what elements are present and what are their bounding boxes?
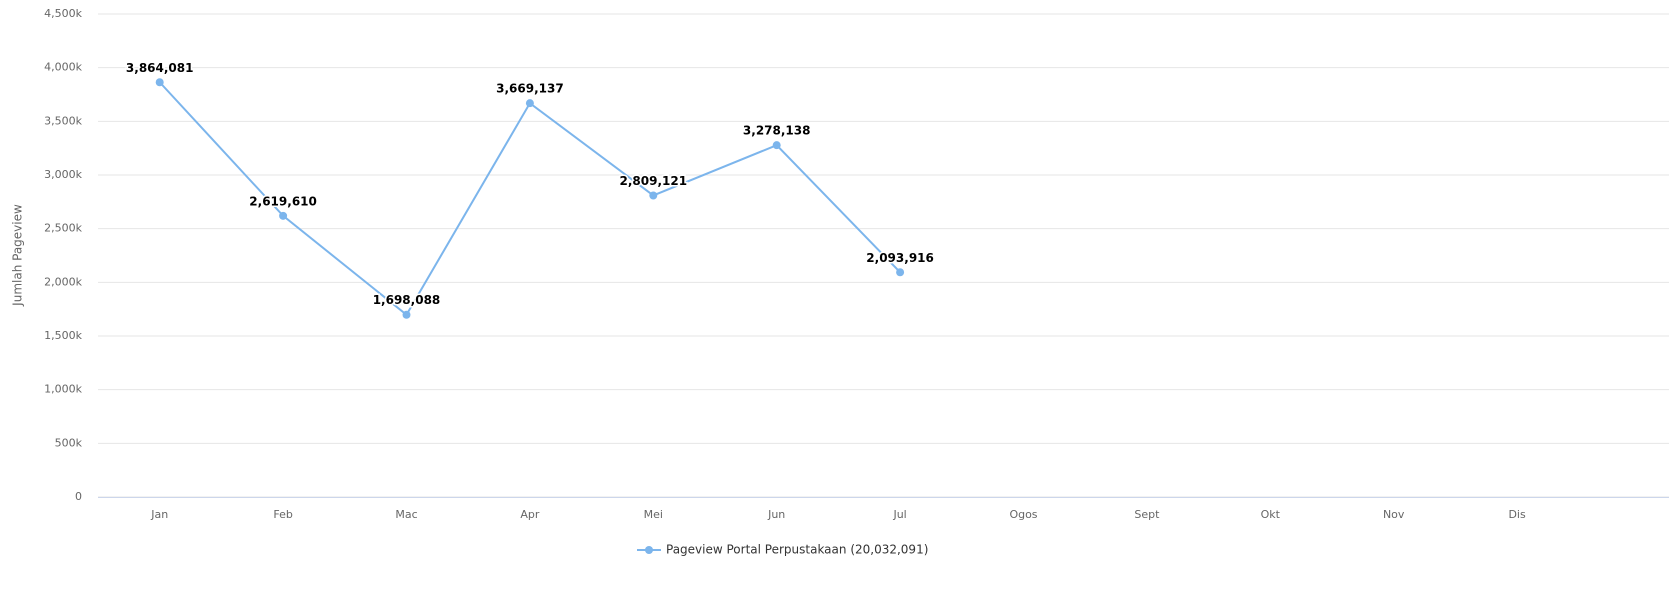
data-point — [402, 310, 411, 319]
x-tick-label: Okt — [1261, 508, 1281, 521]
y-tick-label: 1,500k — [44, 329, 82, 342]
y-tick-label: 2,000k — [44, 275, 82, 288]
y-tick-label: 2,500k — [44, 222, 82, 235]
y-tick-label: 4,000k — [44, 61, 82, 74]
x-tick-label: Sept — [1134, 508, 1160, 521]
data-label: 3,864,081 — [126, 61, 194, 75]
x-tick-label: Ogos — [1009, 508, 1037, 521]
x-tick-label: Apr — [520, 508, 540, 521]
data-label: 3,669,137 — [496, 82, 564, 96]
data-point — [772, 141, 781, 150]
data-point — [649, 191, 658, 200]
y-tick-label: 0 — [75, 490, 82, 503]
data-label: 3,278,138 — [743, 124, 811, 138]
data-point — [896, 268, 905, 277]
data-label: 2,619,610 — [249, 194, 317, 208]
x-tick-label: Jan — [150, 508, 168, 521]
x-tick-label: Mac — [395, 508, 417, 521]
legend-symbol — [645, 546, 653, 554]
x-tick-label: Nov — [1383, 508, 1405, 521]
data-point — [155, 78, 164, 87]
y-tick-label: 3,000k — [44, 168, 82, 181]
y-tick-label: 1,000k — [44, 383, 82, 396]
data-label: 2,809,121 — [620, 174, 688, 188]
data-point — [279, 211, 288, 220]
x-tick-label: Feb — [273, 508, 292, 521]
y-tick-label: 500k — [55, 436, 83, 449]
y-tick-label: 3,500k — [44, 114, 82, 127]
legend-label: Pageview Portal Perpustakaan (20,032,091… — [666, 543, 928, 557]
data-label: 1,698,088 — [373, 293, 441, 307]
x-tick-label: Jun — [767, 508, 785, 521]
y-tick-label: 4,500k — [44, 7, 82, 20]
x-tick-label: Dis — [1508, 508, 1526, 521]
y-axis-label: Jumlah Pageview — [11, 204, 25, 307]
data-point — [525, 99, 534, 108]
x-tick-label: Mei — [644, 508, 663, 521]
x-tick-label: Jul — [892, 508, 906, 521]
data-label: 2,093,916 — [866, 251, 934, 265]
